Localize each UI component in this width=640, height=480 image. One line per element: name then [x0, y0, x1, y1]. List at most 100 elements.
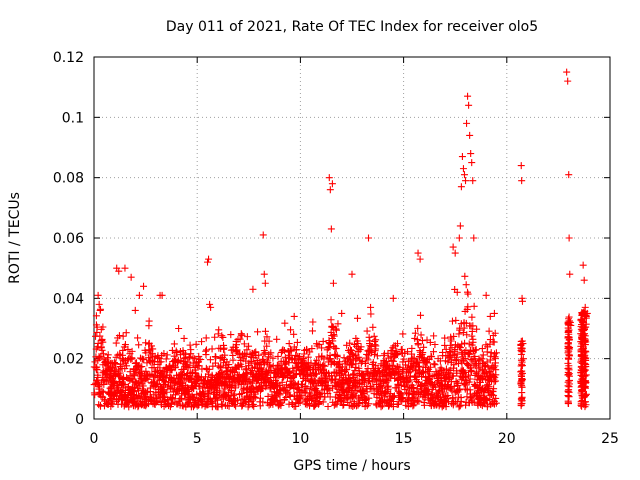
data-point	[93, 366, 101, 374]
data-point	[463, 119, 471, 127]
data-point	[207, 377, 215, 385]
data-point	[186, 353, 194, 361]
data-point	[112, 339, 120, 347]
data-point	[461, 368, 469, 376]
data-point	[450, 382, 458, 390]
data-point	[259, 231, 267, 239]
data-point	[155, 394, 163, 402]
data-point	[564, 368, 572, 376]
data-point	[450, 399, 458, 407]
data-point	[413, 358, 421, 366]
data-point	[313, 370, 321, 378]
data-point	[260, 270, 268, 278]
data-point	[234, 396, 242, 404]
data-point	[365, 377, 373, 385]
data-point	[564, 334, 572, 342]
data-point	[464, 303, 472, 311]
data-point	[214, 396, 222, 404]
data-point	[160, 350, 168, 358]
data-point	[348, 270, 356, 278]
data-point	[332, 326, 340, 334]
data-point	[485, 327, 493, 335]
data-point	[465, 378, 473, 386]
data-point	[123, 362, 131, 370]
data-point	[470, 234, 478, 242]
data-point	[95, 383, 103, 391]
data-point	[169, 395, 177, 403]
data-point	[223, 402, 231, 410]
data-point	[135, 291, 143, 299]
data-point	[307, 383, 315, 391]
data-point	[566, 270, 574, 278]
data-point	[430, 360, 438, 368]
data-point	[577, 371, 585, 379]
y-tick-label: 0.12	[53, 50, 84, 66]
data-point	[286, 391, 294, 399]
data-point	[444, 370, 452, 378]
data-point	[212, 353, 220, 361]
data-point	[582, 361, 590, 369]
data-point	[296, 398, 304, 406]
data-point	[251, 349, 259, 357]
data-point	[290, 312, 298, 320]
data-point	[145, 322, 153, 330]
data-point	[159, 393, 167, 401]
data-point	[425, 368, 433, 376]
data-point	[518, 177, 526, 185]
data-point	[426, 338, 434, 346]
data-point	[261, 279, 269, 287]
data-point	[458, 153, 466, 161]
data-point	[180, 355, 188, 363]
data-point	[259, 385, 267, 393]
data-point	[286, 368, 294, 376]
data-point	[451, 249, 459, 257]
data-point	[370, 350, 378, 358]
data-point	[469, 177, 477, 185]
data-point	[240, 340, 248, 348]
data-point	[315, 340, 323, 348]
data-point	[469, 338, 477, 346]
data-point	[230, 401, 238, 409]
data-point	[140, 282, 148, 290]
data-point	[166, 362, 174, 370]
data-point	[461, 339, 469, 347]
data-point	[582, 348, 590, 356]
data-point	[229, 356, 237, 364]
data-point	[579, 327, 587, 335]
data-point	[518, 376, 526, 384]
data-point	[518, 394, 526, 402]
data-point	[565, 317, 573, 325]
data-point	[414, 341, 422, 349]
data-point	[94, 339, 102, 347]
data-point	[581, 398, 589, 406]
data-point	[319, 398, 327, 406]
data-point	[202, 364, 210, 372]
data-point	[205, 255, 213, 263]
data-point	[308, 345, 316, 353]
data-point	[365, 394, 373, 402]
data-point	[158, 291, 166, 299]
data-point	[455, 330, 463, 338]
data-point	[206, 300, 214, 308]
data-point	[99, 338, 107, 346]
data-point	[398, 394, 406, 402]
data-point	[116, 369, 124, 377]
data-point	[362, 359, 370, 367]
data-point	[151, 379, 159, 387]
data-point	[138, 363, 146, 371]
data-point	[264, 392, 272, 400]
data-points	[90, 68, 591, 411]
data-point	[303, 385, 311, 393]
data-point	[373, 352, 381, 360]
data-point	[94, 291, 102, 299]
data-point	[263, 342, 271, 350]
data-point	[159, 373, 167, 381]
data-point	[359, 386, 367, 394]
data-point	[469, 322, 477, 330]
data-point	[377, 397, 385, 405]
data-point	[378, 384, 386, 392]
data-point	[454, 382, 462, 390]
data-point	[580, 353, 588, 361]
data-point	[243, 333, 251, 341]
